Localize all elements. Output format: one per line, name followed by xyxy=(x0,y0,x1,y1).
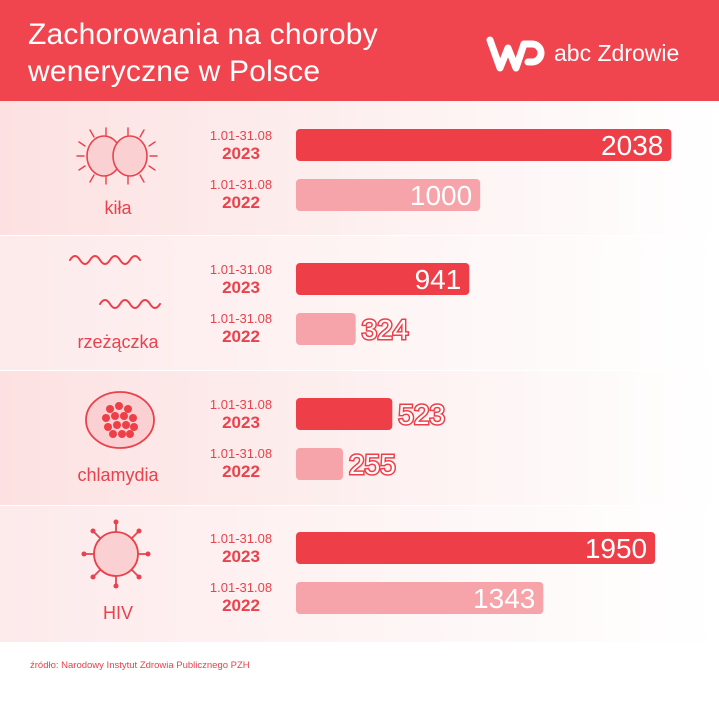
bar-2022-3 xyxy=(296,582,544,614)
bar-value-label: 2038 xyxy=(601,130,663,161)
disease-label-kila: kiła xyxy=(104,198,132,218)
period-year: 2022 xyxy=(222,327,260,346)
header-banner: Zachorowania na choroby weneryczne w Pol… xyxy=(0,0,719,101)
period-year: 2022 xyxy=(222,596,260,615)
period-label: 1.01-31.08 2023 xyxy=(202,128,280,163)
wp-logo-icon xyxy=(486,36,545,72)
bar-2023-1 xyxy=(296,263,470,295)
period-range: 1.01-31.08 xyxy=(209,262,273,277)
period-year: 2023 xyxy=(222,547,260,566)
period-year: 2022 xyxy=(222,193,260,212)
period-label: 1.01-31.08 2022 xyxy=(202,446,280,481)
period-label: 1.01-31.08 2023 xyxy=(202,262,280,297)
bar-value-label: 1000 xyxy=(410,180,472,211)
disease-label-rzezaczka: rzeżączka xyxy=(77,332,159,352)
period-label: 1.01-31.08 2022 xyxy=(202,580,280,615)
brand-name: abc Zdrowie xyxy=(554,40,680,66)
period-range: 1.01-31.08 xyxy=(209,177,273,192)
bar-2022-1 xyxy=(296,313,356,345)
bar-value-label: 941 xyxy=(415,264,462,295)
period-year: 2022 xyxy=(222,462,260,481)
gonorrhea-bacteria-icon xyxy=(69,255,161,309)
period-label: 1.01-31.08 2023 xyxy=(202,397,280,432)
period-range: 1.01-31.08 xyxy=(209,531,273,546)
bar-2023-0 xyxy=(296,129,672,161)
period-label: 1.01-31.08 2022 xyxy=(202,311,280,346)
bar-value-label: 1950 xyxy=(585,533,647,564)
page-title: Zachorowania na choroby weneryczne w Pol… xyxy=(28,16,378,90)
period-range: 1.01-31.08 xyxy=(209,446,273,461)
bar-value-label: 1343 xyxy=(473,583,535,614)
bar-2023-2 xyxy=(296,398,393,430)
period-range: 1.01-31.08 xyxy=(209,580,273,595)
title-line-2: weneryczne w Polsce xyxy=(28,55,321,88)
period-label: 1.01-31.08 2022 xyxy=(202,177,280,212)
period-range: 1.01-31.08 xyxy=(209,397,273,412)
brand-logo: abc Zdrowie xyxy=(486,34,706,74)
hiv-virus-icon xyxy=(81,519,151,589)
period-year: 2023 xyxy=(222,144,260,163)
bar-2022-0 xyxy=(296,179,481,211)
period-range: 1.01-31.08 xyxy=(209,311,273,326)
disease-label-hiv: HIV xyxy=(102,603,133,623)
bar-value-label: 255 xyxy=(349,449,396,480)
period-range: 1.01-31.08 xyxy=(209,128,273,143)
period-year: 2023 xyxy=(222,413,260,432)
syphilis-bacteria-icon xyxy=(76,127,158,185)
bar-value-label: 324 xyxy=(362,314,409,345)
chlamydia-cell-icon xyxy=(85,391,155,449)
title-line-1: Zachorowania na choroby xyxy=(28,18,378,51)
bar-value-label: 523 xyxy=(398,399,445,430)
period-year: 2023 xyxy=(222,278,260,297)
source-note: źródło: Narodowy Instytut Zdrowia Public… xyxy=(30,660,250,671)
bar-2022-2 xyxy=(296,448,343,480)
disease-label-chlamydia: chlamydia xyxy=(77,465,159,485)
bar-2023-3 xyxy=(296,532,656,564)
period-label: 1.01-31.08 2023 xyxy=(202,531,280,566)
